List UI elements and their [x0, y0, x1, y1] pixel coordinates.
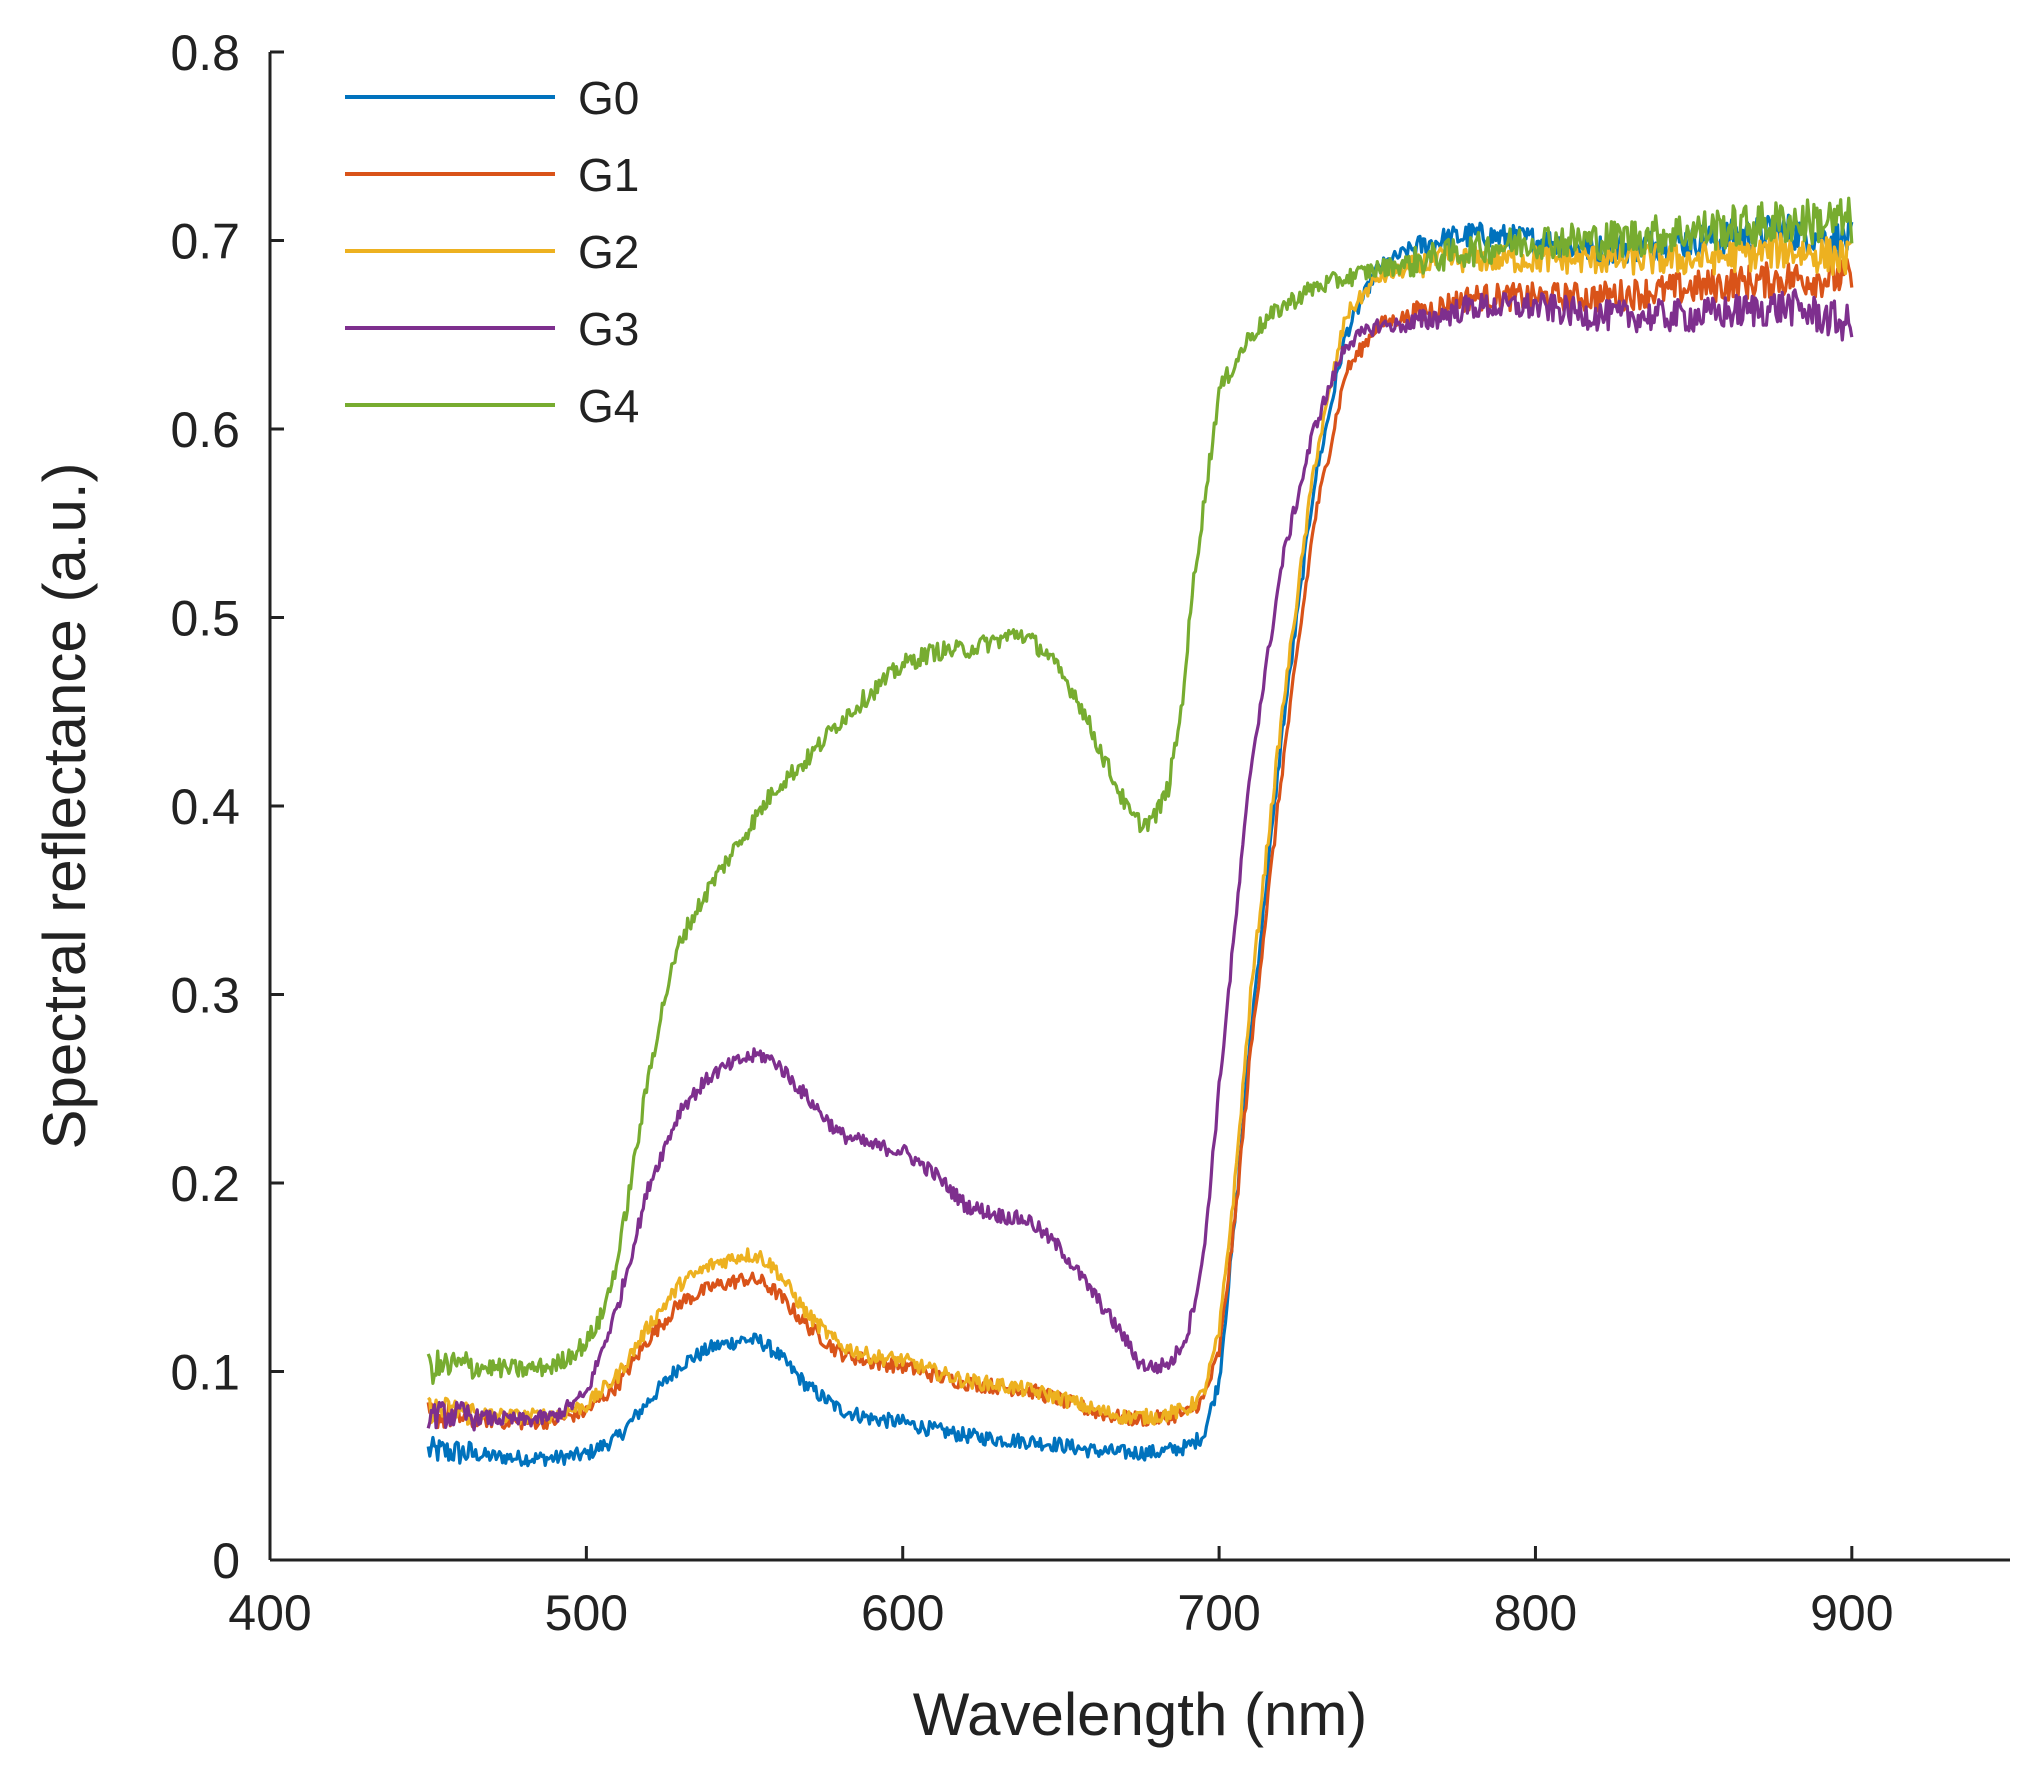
legend-label-g1: G1 [578, 149, 639, 201]
series-line-g3 [426, 288, 1854, 1432]
legend-label-g4: G4 [578, 380, 639, 432]
x-tick-label: 500 [545, 1585, 628, 1641]
y-tick-label: 0 [212, 1533, 240, 1589]
x-tick-label: 800 [1494, 1585, 1577, 1641]
legend-label-g0: G0 [578, 72, 639, 124]
y-tick-label: 0.4 [170, 779, 240, 835]
x-tick-label: 900 [1810, 1585, 1893, 1641]
series-layer [426, 196, 1854, 1468]
y-tick-label: 0.3 [170, 968, 240, 1024]
legend-label-g2: G2 [578, 226, 639, 278]
x-axis-title: Wavelength (nm) [913, 1681, 1368, 1748]
y-tick-label: 0.2 [170, 1156, 240, 1212]
legend: G0 G1 G2 G3 G4 [345, 72, 639, 432]
y-tick-label: 0.7 [170, 214, 240, 270]
y-tick-label: 0.1 [170, 1345, 240, 1401]
y-axis-title: Spectral reflectance (a.u.) [31, 463, 98, 1150]
x-tick-label: 400 [228, 1585, 311, 1641]
y-tick-label: 0.5 [170, 591, 240, 647]
series-line-g4 [426, 196, 1854, 1386]
ticks-layer: 0 0.1 0.2 0.3 0.4 0.5 0.6 0.7 0.8 400 500 600 700 800… [170, 25, 1893, 1641]
x-tick-label: 600 [861, 1585, 944, 1641]
y-tick-label: 0.6 [170, 402, 240, 458]
y-tick-label: 0.8 [170, 25, 240, 81]
x-tick-label: 700 [1177, 1585, 1260, 1641]
legend-label-g3: G3 [578, 303, 639, 355]
